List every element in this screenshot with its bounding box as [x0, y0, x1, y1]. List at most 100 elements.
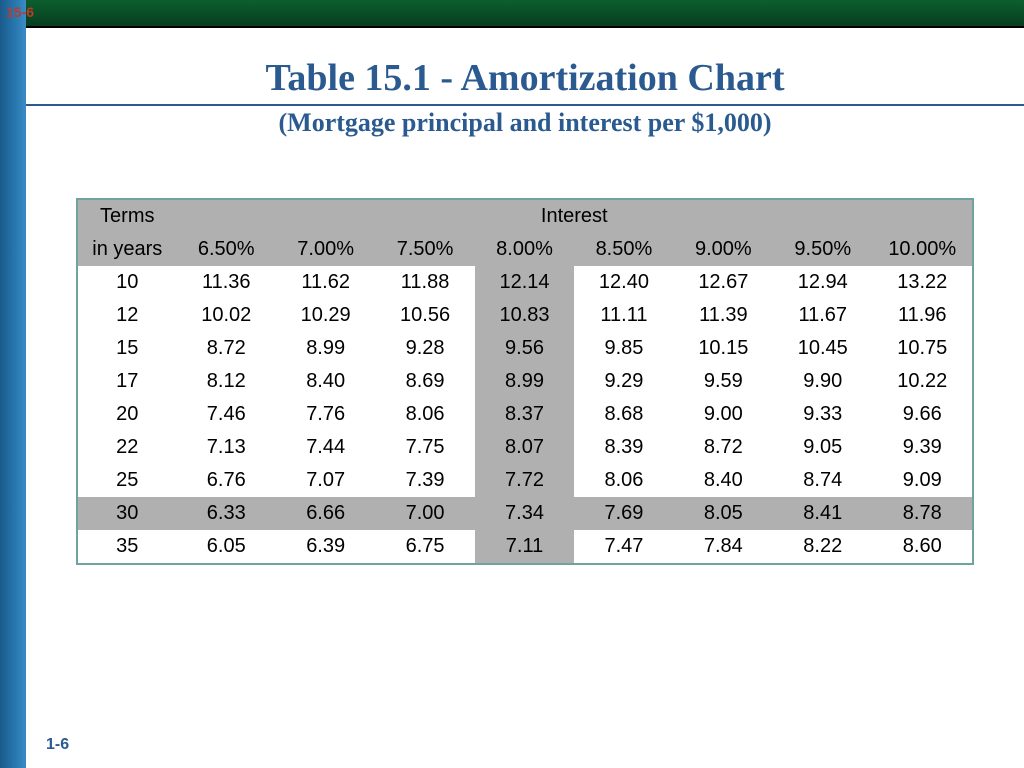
header-rate: 10.00%: [872, 233, 972, 266]
value-cell: 11.36: [177, 266, 276, 299]
value-cell: 8.78: [872, 497, 972, 530]
value-cell: 6.76: [177, 464, 276, 497]
table-row: 1011.3611.6211.8812.1412.4012.6712.9413.…: [78, 266, 972, 299]
table-row: 356.056.396.757.117.477.848.228.60: [78, 530, 972, 563]
value-cell: 8.99: [475, 365, 574, 398]
term-cell: 10: [78, 266, 177, 299]
value-cell: 6.05: [177, 530, 276, 563]
amortization-table-container: Terms Interest in years 6.50%7.00%7.50%8…: [76, 198, 974, 565]
value-cell: 8.37: [475, 398, 574, 431]
value-cell: 9.00: [674, 398, 773, 431]
table-body: 1011.3611.6211.8812.1412.4012.6712.9413.…: [78, 266, 972, 563]
value-cell: 12.14: [475, 266, 574, 299]
value-cell: 10.22: [872, 365, 972, 398]
value-cell: 6.75: [375, 530, 474, 563]
table-header-row-2: in years 6.50%7.00%7.50%8.00%8.50%9.00%9…: [78, 233, 972, 266]
header-rate: 7.50%: [375, 233, 474, 266]
header-interest: Interest: [177, 200, 972, 233]
value-cell: 8.68: [574, 398, 673, 431]
value-cell: 9.85: [574, 332, 673, 365]
value-cell: 7.69: [574, 497, 673, 530]
value-cell: 8.69: [375, 365, 474, 398]
value-cell: 7.84: [674, 530, 773, 563]
value-cell: 8.06: [574, 464, 673, 497]
value-cell: 7.39: [375, 464, 474, 497]
value-cell: 9.05: [773, 431, 872, 464]
value-cell: 9.33: [773, 398, 872, 431]
value-cell: 9.28: [375, 332, 474, 365]
value-cell: 8.74: [773, 464, 872, 497]
value-cell: 10.15: [674, 332, 773, 365]
value-cell: 11.67: [773, 299, 872, 332]
table-header-row-1: Terms Interest: [78, 200, 972, 233]
table-row: 1210.0210.2910.5610.8311.1111.3911.6711.…: [78, 299, 972, 332]
value-cell: 10.75: [872, 332, 972, 365]
header-rate: 9.00%: [674, 233, 773, 266]
value-cell: 10.56: [375, 299, 474, 332]
header-rate: 6.50%: [177, 233, 276, 266]
value-cell: 12.67: [674, 266, 773, 299]
header-rate: 8.00%: [475, 233, 574, 266]
value-cell: 12.40: [574, 266, 673, 299]
value-cell: 8.60: [872, 530, 972, 563]
value-cell: 9.39: [872, 431, 972, 464]
value-cell: 8.22: [773, 530, 872, 563]
header-rate: 7.00%: [276, 233, 375, 266]
page-number-bottom: 1-6: [46, 736, 69, 754]
value-cell: 7.46: [177, 398, 276, 431]
value-cell: 9.66: [872, 398, 972, 431]
value-cell: 9.90: [773, 365, 872, 398]
slide-body: Table 15.1 - Amortization Chart (Mortgag…: [26, 28, 1024, 768]
term-cell: 25: [78, 464, 177, 497]
value-cell: 10.02: [177, 299, 276, 332]
value-cell: 11.62: [276, 266, 375, 299]
table-row: 256.767.077.397.728.068.408.749.09: [78, 464, 972, 497]
value-cell: 11.11: [574, 299, 673, 332]
term-cell: 20: [78, 398, 177, 431]
value-cell: 9.56: [475, 332, 574, 365]
value-cell: 8.72: [177, 332, 276, 365]
amortization-table: Terms Interest in years 6.50%7.00%7.50%8…: [78, 200, 972, 563]
value-cell: 7.47: [574, 530, 673, 563]
value-cell: 7.75: [375, 431, 474, 464]
header-rate: 8.50%: [574, 233, 673, 266]
value-cell: 8.41: [773, 497, 872, 530]
table-row: 207.467.768.068.378.689.009.339.66: [78, 398, 972, 431]
term-cell: 17: [78, 365, 177, 398]
value-cell: 11.39: [674, 299, 773, 332]
value-cell: 7.72: [475, 464, 574, 497]
value-cell: 8.99: [276, 332, 375, 365]
term-cell: 15: [78, 332, 177, 365]
value-cell: 13.22: [872, 266, 972, 299]
table-row: 306.336.667.007.347.698.058.418.78: [78, 497, 972, 530]
value-cell: 9.59: [674, 365, 773, 398]
value-cell: 7.13: [177, 431, 276, 464]
slide-number-top: 15-6: [6, 4, 34, 20]
value-cell: 8.12: [177, 365, 276, 398]
value-cell: 10.83: [475, 299, 574, 332]
value-cell: 7.07: [276, 464, 375, 497]
value-cell: 8.06: [375, 398, 474, 431]
value-cell: 7.34: [475, 497, 574, 530]
value-cell: 7.11: [475, 530, 574, 563]
value-cell: 8.07: [475, 431, 574, 464]
table-row: 178.128.408.698.999.299.599.9010.22: [78, 365, 972, 398]
table-row: 227.137.447.758.078.398.729.059.39: [78, 431, 972, 464]
value-cell: 7.76: [276, 398, 375, 431]
value-cell: 8.72: [674, 431, 773, 464]
value-cell: 10.45: [773, 332, 872, 365]
value-cell: 10.29: [276, 299, 375, 332]
value-cell: 11.96: [872, 299, 972, 332]
header-terms: Terms: [78, 200, 177, 233]
table-row: 158.728.999.289.569.8510.1510.4510.75: [78, 332, 972, 365]
top-bar: [26, 0, 1024, 28]
value-cell: 6.33: [177, 497, 276, 530]
term-cell: 12: [78, 299, 177, 332]
value-cell: 8.40: [276, 365, 375, 398]
value-cell: 8.39: [574, 431, 673, 464]
slide-subtitle: (Mortgage principal and interest per $1,…: [26, 108, 1024, 138]
value-cell: 9.29: [574, 365, 673, 398]
value-cell: 6.66: [276, 497, 375, 530]
term-cell: 35: [78, 530, 177, 563]
title-underline: [26, 104, 1024, 106]
